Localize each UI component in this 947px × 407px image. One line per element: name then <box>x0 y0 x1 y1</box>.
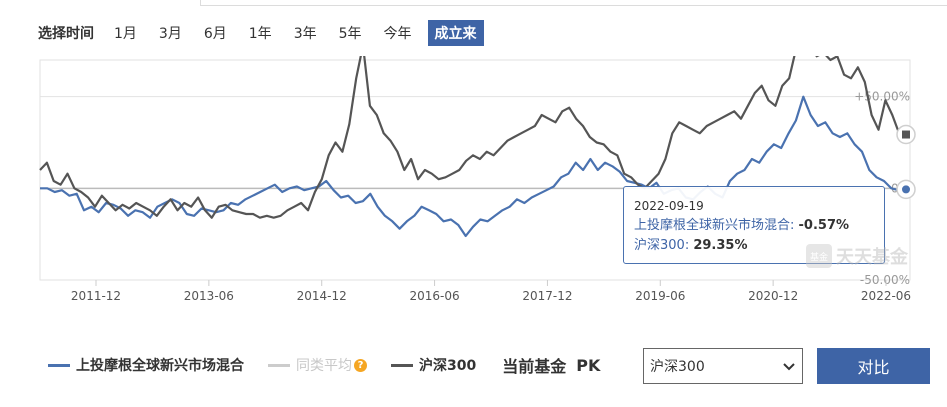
watermark-logo: 基金 <box>806 244 832 268</box>
performance-chart: +50.00%0%-50.00%2011-122013-062014-12201… <box>39 56 916 303</box>
x-tick-label: 2011-12 <box>71 289 121 303</box>
compare-button[interactable]: 对比 <box>817 348 930 384</box>
help-icon[interactable]: ? <box>354 358 367 372</box>
tab-3-months[interactable]: 3月 <box>158 26 182 42</box>
legend-swatch-fund <box>48 363 70 367</box>
current-fund-label: 当前基金 <box>502 357 567 376</box>
chart-legend: 上投摩根全球新兴市场混合 同类平均 ? 沪深300 当前基金 PK <box>48 352 614 378</box>
watermark: 基金 天天基金 <box>806 242 912 270</box>
compare-select[interactable]: 沪深300 <box>643 348 803 384</box>
index-series-line <box>39 56 907 219</box>
tooltip-fund-row: 上投摩根全球新兴市场混合: -0.57% <box>634 216 874 236</box>
time-range-tabs: 选择时间 1月 3月 6月 1年 3年 5年 今年 成立来 <box>38 20 506 46</box>
tooltip-index-value: 29.35% <box>693 238 748 253</box>
x-tick-label: 2019-06 <box>635 289 685 303</box>
x-tick-label: 2016-06 <box>410 289 460 303</box>
fund-series-line <box>40 95 907 238</box>
tab-1-month[interactable]: 1月 <box>114 26 137 42</box>
compare-select-value: 沪深300 <box>650 359 705 375</box>
tooltip-index-label: 沪深300: <box>634 238 690 253</box>
x-tick-label: 2017-12 <box>522 289 572 303</box>
legend-label-index: 沪深300 <box>419 358 477 374</box>
tooltip-fund-label: 上投摩根全球新兴市场混合: <box>634 218 795 233</box>
tooltip-date: 2022-09-19 <box>634 199 704 213</box>
x-tick-label: 2014-12 <box>297 289 347 303</box>
legend-label-peer: 同类平均 <box>296 358 352 374</box>
tab-1-year[interactable]: 1年 <box>248 26 272 42</box>
watermark-brand: 天天基金 <box>836 247 908 268</box>
tab-3-years[interactable]: 3年 <box>293 26 317 42</box>
index-end-marker <box>902 130 910 139</box>
x-tick-label: 2020-12 <box>748 289 798 303</box>
tab-5-years[interactable]: 5年 <box>338 26 362 42</box>
x-tick-label: 2022-06 <box>861 289 911 303</box>
legend-swatch-index <box>391 363 413 367</box>
tab-this-year[interactable]: 今年 <box>383 26 412 42</box>
tab-6-months[interactable]: 6月 <box>203 26 227 42</box>
y-tick-label: -50.00% <box>860 273 910 287</box>
pk-label: PK <box>576 355 601 375</box>
chart-tooltip: 2022-09-19 上投摩根全球新兴市场混合: -0.57% 沪深300: 2… <box>623 186 885 264</box>
legend-label-fund: 上投摩根全球新兴市场混合 <box>76 358 244 374</box>
tooltip-fund-value: -0.57% <box>798 218 850 233</box>
top-border <box>200 0 947 6</box>
legend-item-index[interactable]: 沪深300 <box>391 355 476 375</box>
legend-swatch-peer <box>268 363 290 367</box>
tab-since-inception[interactable]: 成立来 <box>427 20 484 46</box>
fund-end-marker <box>902 185 910 194</box>
x-tick-label: 2013-06 <box>184 289 234 303</box>
time-range-label: 选择时间 <box>38 26 94 42</box>
legend-item-peer[interactable]: 同类平均 ? <box>268 355 367 375</box>
legend-item-fund[interactable]: 上投摩根全球新兴市场混合 <box>48 355 244 375</box>
y-tick-label: +50.00% <box>854 90 910 104</box>
chevron-down-icon <box>783 363 795 371</box>
tooltip-index-row: 沪深300: 29.35% <box>634 236 874 256</box>
